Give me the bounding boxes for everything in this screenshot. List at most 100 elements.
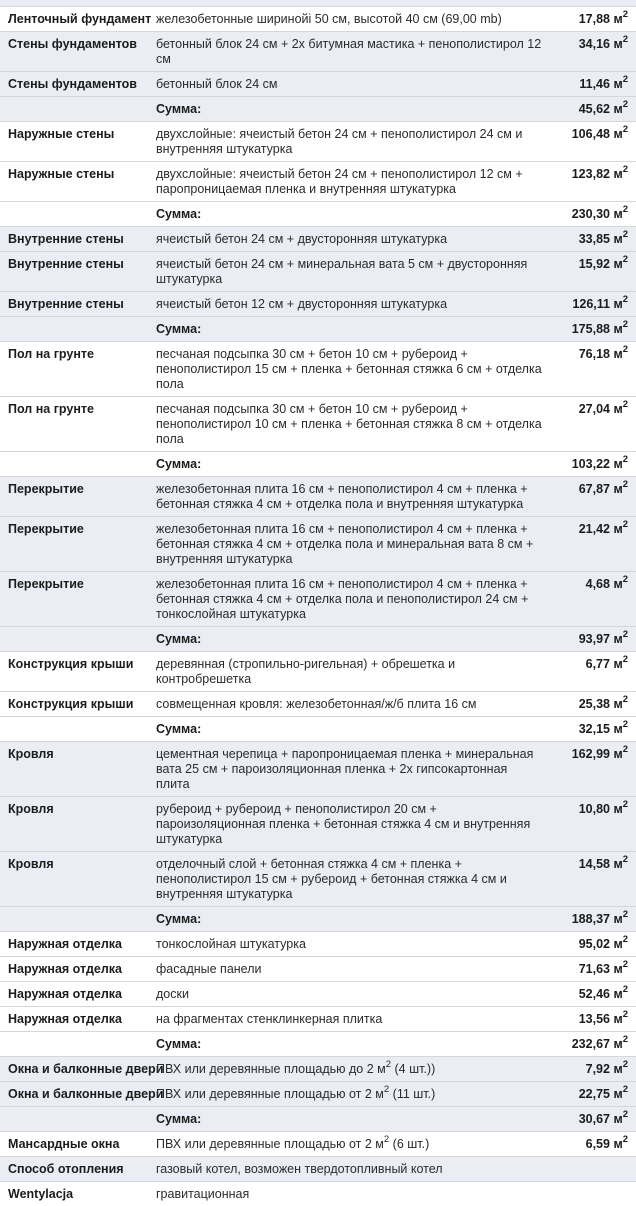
table-row: Сумма: 230,30 м2	[0, 201, 636, 226]
area-sup: 2	[383, 1083, 390, 1095]
row-value: 4,68 м2	[554, 575, 628, 592]
row-value: 34,16 м2	[554, 33, 628, 52]
area-unit: м	[609, 297, 623, 311]
area-unit: м	[609, 657, 623, 671]
area-number: 71,63	[578, 962, 610, 976]
row-value: 32,15 м2	[554, 718, 628, 737]
area-unit: м	[609, 402, 623, 416]
row-label: Ленточный фундамент	[8, 12, 152, 26]
area-sup: 2	[622, 478, 628, 490]
row-label: Стены фундаментов	[8, 37, 137, 51]
row-description: ПВХ или деревянные площадью от 2 м2 (6 ш…	[156, 1133, 430, 1151]
area-unit: м	[609, 697, 623, 711]
area-unit: м	[609, 347, 623, 361]
row-value: 17,88 м2	[554, 10, 628, 27]
area-sup: 2	[622, 398, 628, 410]
area-sup: 2	[622, 1083, 628, 1095]
row-label: Конструкция крыши	[8, 697, 134, 711]
row-value: 52,46 м2	[554, 985, 628, 1002]
area-sup: 2	[622, 203, 628, 215]
row-description: железобетонная плита 16 см + пенополисти…	[156, 522, 534, 566]
area-unit: м	[609, 722, 623, 736]
area-unit: м	[609, 37, 623, 51]
table-row: Сумма: 232,67 м2	[0, 1031, 636, 1056]
table-row: Кровля отделочный слой + бетонная стяжка…	[0, 851, 636, 906]
area-number: 52,46	[578, 987, 610, 1001]
area-number: 126,11	[572, 297, 610, 311]
area-unit: м	[609, 962, 623, 976]
area-sup: 2	[385, 1058, 392, 1070]
row-value: 95,02 м2	[554, 935, 628, 952]
area-unit: м	[609, 457, 623, 471]
row-value: 14,58 м2	[554, 853, 628, 872]
table-row: Сумма: 103,22 м2	[0, 451, 636, 476]
table-row: Сумма: 32,15 м2	[0, 716, 636, 741]
table-row: Сумма: 93,97 м2	[0, 626, 636, 651]
area-sup: 2	[622, 253, 628, 265]
area-unit: м	[609, 127, 623, 141]
area-number: 6,77	[585, 657, 610, 671]
row-value: 230,30 м2	[554, 203, 628, 222]
area-number: 14,58	[578, 857, 610, 871]
row-description: тонкослойная штукатурка	[156, 937, 306, 951]
table-row: Наружная отделка тонкослойная штукатурка…	[0, 931, 636, 956]
area-number: 15,92	[578, 257, 610, 271]
area-sup: 2	[622, 853, 628, 865]
area-number: 33,85	[578, 232, 610, 246]
row-description: доски	[156, 987, 189, 1001]
table-row: Сумма: 45,62 м2	[0, 96, 636, 121]
row-description: Сумма:	[156, 322, 202, 336]
area-number: 27,04	[578, 402, 610, 416]
table-row: Перекрытие железобетонная плита 16 см + …	[0, 516, 636, 571]
area-number: 11,46	[579, 77, 610, 91]
row-label: Кровля	[8, 857, 54, 871]
area-number: 45,62	[578, 102, 610, 116]
area-sup: 2	[622, 693, 628, 705]
area-sup: 2	[622, 343, 628, 355]
area-sup: 2	[622, 318, 628, 330]
row-label: Наружные стены	[8, 167, 115, 181]
area-number: 103,22	[571, 457, 610, 471]
area-sup: 2	[622, 98, 628, 110]
area-number: 13,56	[578, 1012, 610, 1026]
area-sup: 2	[622, 718, 628, 730]
row-description: цементная черепица + паропроницаемая пле…	[156, 747, 534, 791]
table-row: Наружные стены двухслойные: ячеистый бет…	[0, 121, 636, 161]
area-sup: 2	[622, 33, 628, 45]
table-row: Wentylacja гравитационная	[0, 1181, 636, 1206]
area-sup: 2	[622, 518, 628, 530]
area-sup: 2	[622, 228, 628, 240]
row-label: Окна и балконные двери	[8, 1087, 164, 1101]
table-row: Ленточный фундамент железобетонные ширин…	[0, 6, 636, 31]
area-unit: м	[609, 1062, 623, 1076]
row-description: на фрагментах стенклинкерная плитка	[156, 1012, 383, 1026]
area-number: 34,16	[578, 37, 610, 51]
row-label: Wentylacja	[8, 1187, 74, 1201]
area-sup: 2	[622, 628, 628, 640]
row-description: ячеистый бетон 24 см + минеральная вата …	[156, 257, 528, 286]
table-row: Конструкция крыши деревянная (стропильно…	[0, 651, 636, 691]
row-label: Способ отопления	[8, 1162, 124, 1176]
row-label: Окна и балконные двери	[8, 1062, 164, 1076]
row-value: 232,67 м2	[554, 1035, 628, 1052]
area-unit: м	[609, 1137, 623, 1151]
area-unit: м	[609, 1087, 623, 1101]
table-row: Окна и балконные двери ПВХ или деревянны…	[0, 1081, 636, 1106]
table-row: Окна и балконные двери ПВХ или деревянны…	[0, 1056, 636, 1081]
row-value: 162,99 м2	[554, 745, 628, 762]
area-number: 188,37	[571, 912, 610, 926]
area-sup: 2	[622, 1008, 628, 1020]
area-sup: 2	[622, 293, 628, 305]
row-value: 30,67 м2	[554, 1110, 628, 1127]
area-sup: 2	[622, 73, 628, 85]
area-sup: 2	[622, 453, 628, 465]
row-description: газовый котел, возможен твердотопливный …	[156, 1162, 443, 1176]
area-unit: м	[609, 1037, 623, 1051]
row-value: 67,87 м2	[554, 478, 628, 497]
area-number: 7,92	[585, 1062, 610, 1076]
row-value: 188,37 м2	[554, 910, 628, 927]
row-label: Наружная отделка	[8, 1012, 123, 1026]
table-row: Пол на грунте песчаная подсыпка 30 см + …	[0, 396, 636, 451]
row-description: бетонный блок 24 см + 2х битумная мастик…	[156, 37, 542, 66]
row-description: Сумма:	[156, 912, 202, 926]
